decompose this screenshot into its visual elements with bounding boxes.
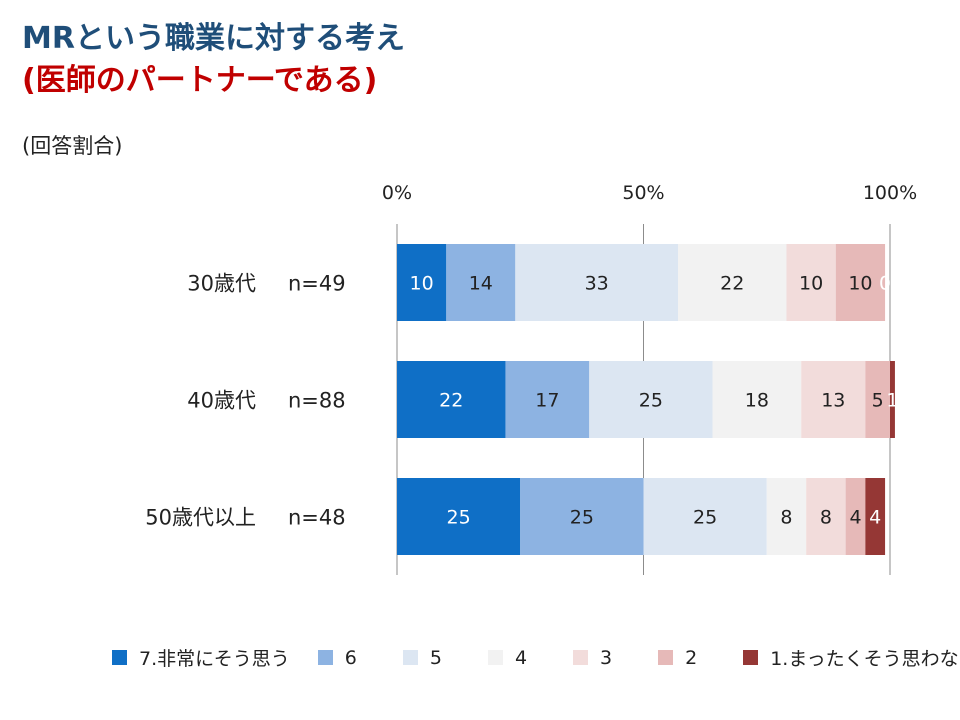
bar-segment [835,244,886,321]
title-line-2: (医師のパートナーである) [22,63,378,98]
bar-segment [397,244,447,321]
x-tick-label: 100% [863,182,917,204]
bar-segment [865,361,890,438]
bar-segment [515,244,679,321]
unit-note: (回答割合) [22,134,123,158]
data-label: 5 [872,390,884,412]
bar-segment [397,478,521,555]
legend-swatch [112,650,127,665]
data-label: 25 [639,390,663,412]
bar-segment [865,478,886,555]
legend-item: 6 [317,646,357,669]
data-label: 0 [879,273,891,295]
legend-label: 7.非常にそう思う [139,648,290,670]
chart-title: MRという職業に対する考え (医師のパートナーである) [22,18,405,102]
legend-item: 1.まったくそう思わない [743,644,960,671]
bar-segment [712,361,802,438]
bar-segment [446,244,516,321]
legend-label: 2 [685,646,698,669]
category-label: 30歳代 [187,272,256,296]
bar-segment [801,361,866,438]
data-label: 14 [469,273,493,295]
legend-item: 5 [402,646,442,669]
data-label: 17 [535,390,559,412]
data-label: 4 [849,507,861,529]
category-label: 40歳代 [187,389,256,413]
bar-segment [678,244,787,321]
data-label: 8 [780,507,792,529]
legend-item: 4 [487,646,528,669]
legend-swatch [402,650,418,665]
bar-segment [845,478,866,555]
data-label: 10 [799,273,823,295]
legend-swatch [743,650,759,665]
data-label: 13 [821,390,845,412]
bar-segment [589,361,713,438]
x-tick-label: 0% [382,182,412,204]
legend-swatch [487,650,503,665]
legend-item: 2 [658,647,697,669]
data-label: 4 [869,507,881,529]
sample-size-label: n=48 [288,506,346,530]
legend-label: 4 [514,646,528,669]
data-label: 10 [848,273,872,295]
data-label: 25 [570,507,594,529]
x-tick-label: 50% [622,182,664,204]
data-label: 1 [886,390,898,412]
data-label: 8 [820,507,832,529]
legend-label: 5 [429,646,442,669]
data-label: 25 [693,507,717,529]
legend-item: 3 [573,647,612,669]
sample-size-label: n=49 [288,272,346,296]
data-label: 22 [720,273,744,295]
legend-item: 7.非常にそう思う [112,644,290,671]
bar-segment [505,361,590,438]
legend-swatch [658,650,674,665]
legend-label: 1.まったくそう思わない [770,648,960,670]
bar-segment [786,244,836,321]
bar-segment [397,361,506,438]
category-label: 50歳代以上 [145,506,256,530]
legend-swatch [317,650,333,665]
bar-segment [766,478,807,555]
bar-segment [890,361,895,438]
data-label: 18 [745,390,769,412]
data-label: 22 [439,390,463,412]
data-label: 33 [585,273,609,295]
bar-segment [806,478,846,555]
legend-swatch [573,650,589,665]
legend-label: 3 [600,646,613,669]
data-label: 25 [447,507,471,529]
bar-segment [643,478,767,555]
bar-segment [520,478,644,555]
legend: 7.非常にそう思う 6 5 4 3 2 1.まったくそう思わない [112,644,960,671]
title-line-1: MRという職業に対する考え [22,21,405,56]
data-label: 10 [410,273,434,295]
legend-label: 6 [344,646,357,669]
sample-size-label: n=88 [288,389,346,413]
